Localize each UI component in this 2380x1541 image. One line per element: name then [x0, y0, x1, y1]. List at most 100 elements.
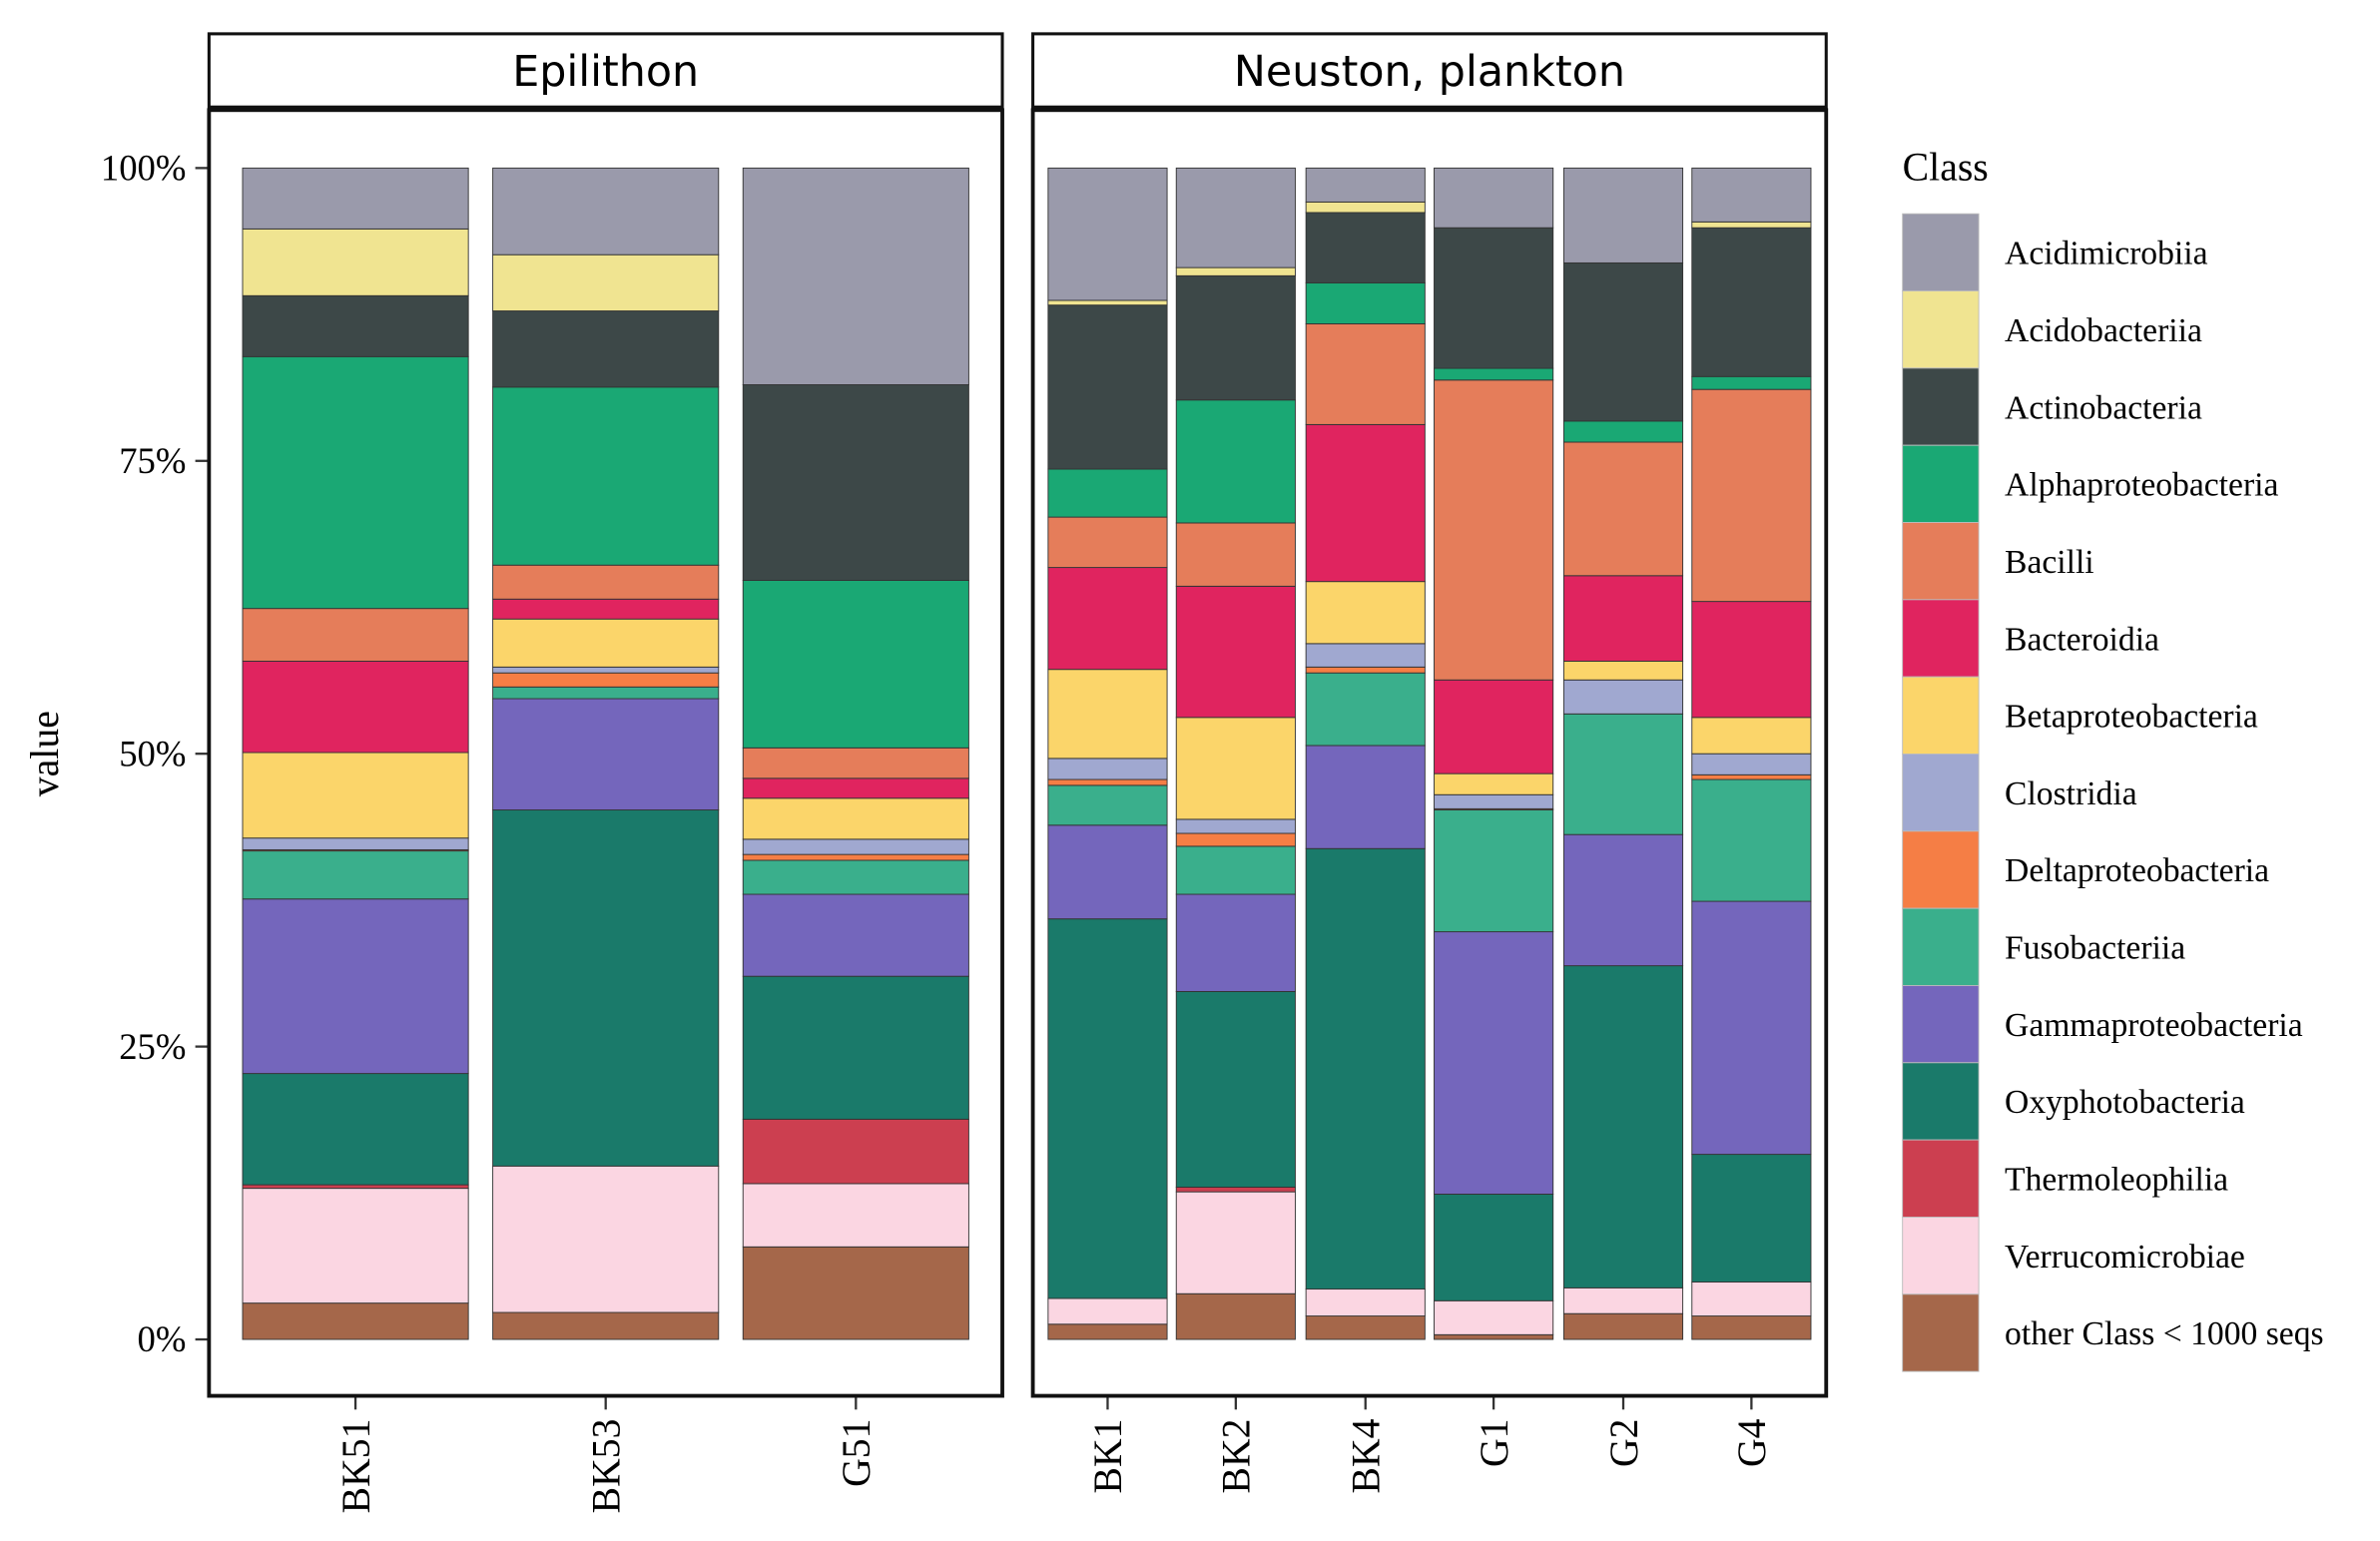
- bar-segment-actinobacteria: [1305, 212, 1426, 283]
- bar-segment-clostridia: [242, 837, 469, 850]
- bar-segment-alphaproteobacteria: [242, 355, 469, 610]
- x-tick-label: BK53: [584, 1418, 628, 1513]
- bar-segment-alphaproteobacteria: [1691, 375, 1812, 390]
- bar-segment-actinobacteria: [1047, 304, 1168, 470]
- legend-label: Alphaproteobacteria: [2005, 467, 2278, 504]
- bar-segment-fusobacteriia: [242, 850, 469, 900]
- legend-label: Acidobacteriia: [2005, 312, 2202, 349]
- bar-segment-other-class-1000-seqs: [1305, 1315, 1426, 1340]
- bar-segment-other-class-1000-seqs: [492, 1311, 720, 1340]
- bar-segment-other-class-1000-seqs: [1434, 1333, 1554, 1340]
- bar-segment-clostridia: [1305, 643, 1426, 668]
- legend-label: Verrucomicrobiae: [2005, 1239, 2245, 1276]
- bar-segment-fusobacteriia: [1691, 778, 1812, 902]
- bar-segment-oxyphotobacteria: [242, 1073, 469, 1186]
- bar-segment-acidimicrobiia: [1691, 167, 1812, 223]
- bar-segment-deltaproteobacteria: [1175, 832, 1296, 847]
- panel-border: [207, 108, 1004, 1398]
- facet-panels: Epilithon BK51 BK53 G51 Neuston, plankton BK1…: [207, 32, 1829, 1513]
- bar-segment-fusobacteriia: [1175, 845, 1296, 895]
- x-tick-label: BK1: [1086, 1418, 1130, 1493]
- bar-segment-actinobacteria: [242, 294, 469, 357]
- bar-segment-deltaproteobacteria: [742, 853, 969, 861]
- bar-segment-actinobacteria: [1562, 261, 1684, 422]
- legend-label: Betaproteobacteria: [2005, 699, 2258, 736]
- x-tick-label: BK2: [1215, 1418, 1259, 1493]
- x-tick-label: G2: [1602, 1418, 1646, 1467]
- bar-segment-acidobacteriia: [1691, 221, 1812, 229]
- bar-segment-bacteroidia: [492, 598, 720, 620]
- legend-label: Fusobacteriia: [2005, 930, 2185, 967]
- bar-segment-acidobacteriia: [492, 254, 720, 312]
- bar-segment-fusobacteriia: [1434, 809, 1554, 933]
- bar-segment-thermoleophilia: [742, 1118, 969, 1185]
- bar-segment-bacteroidia: [1691, 601, 1812, 719]
- legend-label: Deltaproteobacteria: [2005, 852, 2269, 889]
- bar-segment-clostridia: [492, 666, 720, 674]
- bar-segment-acidimicrobiia: [1434, 167, 1554, 229]
- legend-key: [1902, 676, 1980, 755]
- bar-segment-alphaproteobacteria: [1047, 468, 1168, 518]
- bar-segment-fusobacteriia: [1562, 713, 1684, 835]
- bar-segment-verrucomicrobiae: [1175, 1191, 1296, 1294]
- bar-segment-betaproteobacteria: [1562, 661, 1684, 681]
- bar-segment-acidimicrobiia: [242, 167, 469, 230]
- bar-segment-acidimicrobiia: [492, 167, 720, 256]
- bar-segment-bacilli: [492, 564, 720, 600]
- bar-segment-acidobacteriia: [1047, 299, 1168, 306]
- bar-segment-thermoleophilia: [1175, 1186, 1296, 1193]
- bar-segment-bacilli: [1175, 522, 1296, 587]
- bar-segment-alphaproteobacteria: [1175, 399, 1296, 524]
- bar-segment-bacilli: [1047, 516, 1168, 569]
- legend-key: [1902, 213, 1980, 291]
- bar-segment-gammaproteobacteria: [1305, 745, 1426, 849]
- bar-segment-verrucomicrobiae: [742, 1183, 969, 1248]
- bar-segment-clostridia: [1562, 679, 1684, 715]
- bar-segment-verrucomicrobiae: [1305, 1288, 1426, 1317]
- bar-segment-betaproteobacteria: [1434, 772, 1554, 795]
- bar-segment-deltaproteobacteria: [1691, 773, 1812, 780]
- bar-segment-gammaproteobacteria: [1175, 893, 1296, 992]
- bar-segment-betaproteobacteria: [492, 618, 720, 668]
- bar-segment-oxyphotobacteria: [742, 975, 969, 1120]
- panel-title: Neuston, plankton: [1234, 47, 1625, 97]
- bar-segment-other-class-1000-seqs: [742, 1246, 969, 1340]
- bar-segment-oxyphotobacteria: [1305, 847, 1426, 1290]
- bar-segment-other-class-1000-seqs: [1562, 1312, 1684, 1340]
- bar-segment-verrucomicrobiae: [1047, 1297, 1168, 1325]
- bar-segment-deltaproteobacteria: [1047, 778, 1168, 786]
- y-axis-label: value: [23, 711, 67, 796]
- bar-segment-gammaproteobacteria: [1691, 900, 1812, 1156]
- panel-epilithon: Epilithon BK51 BK53 G51: [207, 32, 1004, 1513]
- bar-segment-acidobacteriia: [242, 228, 469, 296]
- legend-key: [1902, 367, 1980, 446]
- bar-segment-actinobacteria: [742, 384, 969, 581]
- bar-segment-bacilli: [242, 608, 469, 662]
- bar-segment-bacilli: [1305, 322, 1426, 425]
- y-tick-label: 100%: [101, 148, 187, 189]
- bar-segment-alphaproteobacteria: [1434, 367, 1554, 381]
- bar-segment-other-class-1000-seqs: [1175, 1292, 1296, 1340]
- bar-segment-acidimicrobiia: [1047, 167, 1168, 301]
- bar-segment-betaproteobacteria: [1305, 581, 1426, 645]
- y-tick-label: 75%: [119, 440, 186, 481]
- legend-label: Oxyphotobacteria: [2005, 1084, 2245, 1121]
- legend-label: Actinobacteria: [2005, 389, 2202, 426]
- bar-segment-bacilli: [1691, 388, 1812, 603]
- bar-segment-verrucomicrobiae: [242, 1188, 469, 1304]
- legend-label: Bacteroidia: [2005, 621, 2159, 658]
- bar-segment-oxyphotobacteria: [1691, 1154, 1812, 1283]
- bar-segment-clostridia: [1691, 753, 1812, 775]
- y-axis: 0% 25% 50% 75% 100%: [101, 148, 210, 1359]
- bar-segment-acidobacteriia: [1175, 266, 1296, 276]
- legend-key: [1902, 522, 1980, 601]
- legend-key: [1902, 985, 1980, 1064]
- bar-segment-clostridia: [1047, 758, 1168, 780]
- panel-strip: [207, 32, 1004, 109]
- panel-neuston-plankton: Neuston, plankton BK1 BK2 BK4 G1 G2 G4: [1030, 32, 1829, 1494]
- legend-label: Bacilli: [2005, 544, 2094, 581]
- x-tick-label: G51: [835, 1418, 879, 1486]
- bar-segment-bacteroidia: [742, 777, 969, 799]
- y-tick-label: 25%: [119, 1026, 186, 1067]
